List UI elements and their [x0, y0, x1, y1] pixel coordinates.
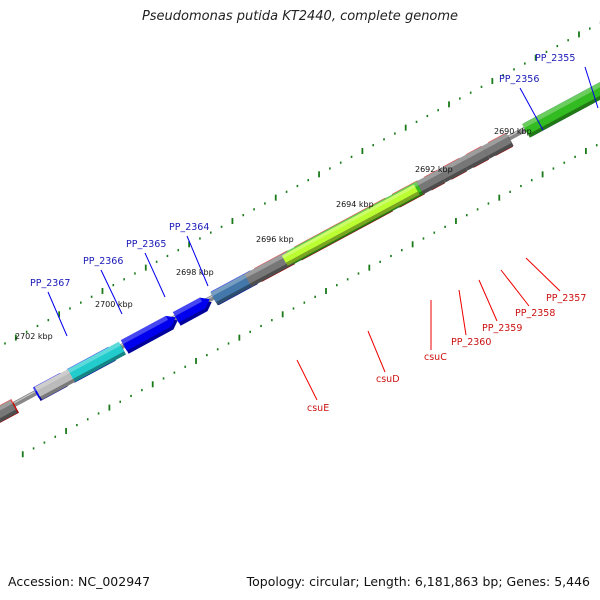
scale-label: 2702 kbp [15, 332, 53, 341]
scale-label: 2700 kbp [95, 300, 133, 309]
callout-line [500, 269, 530, 307]
forward-gene-label: PP_2364 [169, 222, 209, 233]
scale-label: 2698 kbp [176, 268, 214, 277]
reverse-gene-label: PP_2358 [515, 308, 555, 319]
callout-line [296, 359, 318, 401]
map-title: Pseudomonas putida KT2440, complete geno… [141, 9, 459, 24]
reverse-gene-label: PP_2359 [482, 323, 522, 334]
scale-label: 2696 kbp [256, 235, 294, 244]
cds-forward-arrow [120, 315, 178, 354]
forward-gene-label: PP_2367 [30, 278, 70, 289]
callout-line [519, 87, 544, 131]
gene-track-segment [438, 157, 468, 183]
callout-line [458, 289, 467, 336]
callout-line [186, 235, 209, 287]
feature-highlight [416, 169, 441, 186]
reverse-gene-label: PP_2357 [546, 293, 586, 304]
feature-highlight [172, 297, 202, 317]
feature-layer [0, 82, 600, 423]
callout-line [367, 330, 386, 373]
gene-track-segment [460, 146, 490, 171]
scale-label: 2694 kbp [336, 200, 374, 209]
feature-highlight [67, 341, 121, 373]
gene-track-segment [522, 82, 600, 138]
feature-highlight [482, 133, 509, 150]
feature-highlight [522, 82, 600, 129]
gene-track-segment [416, 169, 446, 195]
inner-scale-ring [21, 144, 598, 458]
cds-forward-arrow [172, 297, 212, 326]
callout-layer: 2690 kbp 2692 kbp 2694 kbp 2696 kbp 2698 kbp… [15, 53, 599, 414]
reverse-gene-label: csuD [376, 374, 400, 385]
gene-track-segment [482, 133, 514, 159]
feature-highlight [460, 146, 485, 162]
forward-gene-label: PP_2365 [126, 239, 166, 250]
scale-label: 2692 kbp [415, 165, 453, 174]
reverse-gene-label: PP_2360 [451, 337, 491, 348]
outer-scale-ring [4, 21, 600, 345]
forward-gene-label: PP_2356 [499, 74, 539, 85]
feature-highlight [438, 157, 463, 174]
genome-summary: Topology: circular; Length: 6,181,863 bp… [246, 574, 590, 589]
gene-track-segment [281, 184, 420, 266]
reverse-gene-label: csuC [424, 352, 447, 363]
gene-track-segment [244, 251, 294, 287]
feature-highlight [281, 184, 416, 259]
feature-highlight [120, 315, 168, 345]
feature-highlight [0, 400, 13, 411]
callout-line [47, 291, 68, 337]
callout-line [100, 269, 123, 315]
feature-highlight [34, 368, 72, 391]
forward-gene-label: PP_2366 [83, 256, 123, 267]
gene-track-segment [34, 368, 77, 400]
callout-line [478, 279, 498, 322]
scale-label: 2690 kbp [494, 127, 532, 136]
forward-gene-label: PP_2355 [535, 53, 575, 64]
callout-line [144, 252, 166, 298]
feature-face [172, 297, 210, 323]
gene-track-segment [67, 341, 126, 382]
feature-face [120, 315, 176, 351]
gene-track-segment [0, 400, 18, 423]
feature-highlight [244, 251, 289, 278]
accession-label: Accession: NC_002947 [8, 574, 151, 589]
tick-layer [4, 21, 600, 458]
callout-line [525, 257, 561, 292]
reverse-gene-label: csuE [307, 403, 329, 414]
callout-line [584, 66, 599, 109]
